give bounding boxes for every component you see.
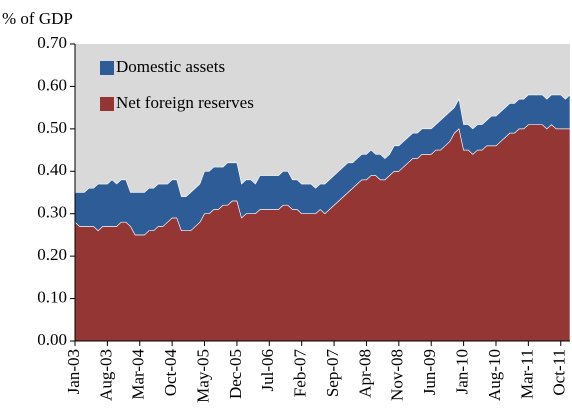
y-tick-label: 0.00	[37, 330, 67, 349]
y-axis-label: % of GDP	[2, 9, 73, 28]
legend-label: Net foreign reserves	[116, 93, 254, 112]
x-tick-label: Nov-08	[388, 349, 407, 401]
x-tick-label: Mar-04	[129, 349, 148, 400]
y-tick-label: 0.10	[37, 287, 67, 306]
y-tick-label: 0.50	[37, 118, 67, 137]
x-tick-label: Jan-10	[453, 349, 472, 394]
legend-swatch	[100, 61, 114, 75]
x-tick-label: Aug-03	[96, 349, 115, 401]
y-tick-label: 0.60	[37, 75, 67, 94]
y-tick-label: 0.40	[37, 160, 67, 179]
x-tick-label: Aug-10	[485, 349, 504, 401]
x-tick-label: Feb-07	[291, 349, 310, 398]
y-tick-label: 0.30	[37, 203, 67, 222]
x-tick-label: May-05	[193, 349, 212, 403]
x-tick-label: Dec-05	[226, 349, 245, 399]
x-tick-label: Sep-07	[323, 349, 342, 398]
x-tick-label: Oct-11	[550, 349, 569, 396]
x-tick-label: Jul-06	[258, 349, 277, 392]
y-tick-label: 0.20	[37, 245, 67, 264]
x-tick-label: Jan-03	[64, 349, 83, 394]
x-tick-label: Oct-04	[161, 349, 180, 397]
area	[74, 94, 571, 236]
x-tick-label: Mar-11	[517, 349, 536, 399]
x-tick-label: Jun-09	[420, 349, 439, 395]
legend-swatch	[100, 97, 114, 111]
y-tick-label: 0.70	[37, 33, 67, 52]
x-tick-label: Apr-08	[355, 349, 374, 398]
legend-label: Domestic assets	[116, 57, 225, 76]
